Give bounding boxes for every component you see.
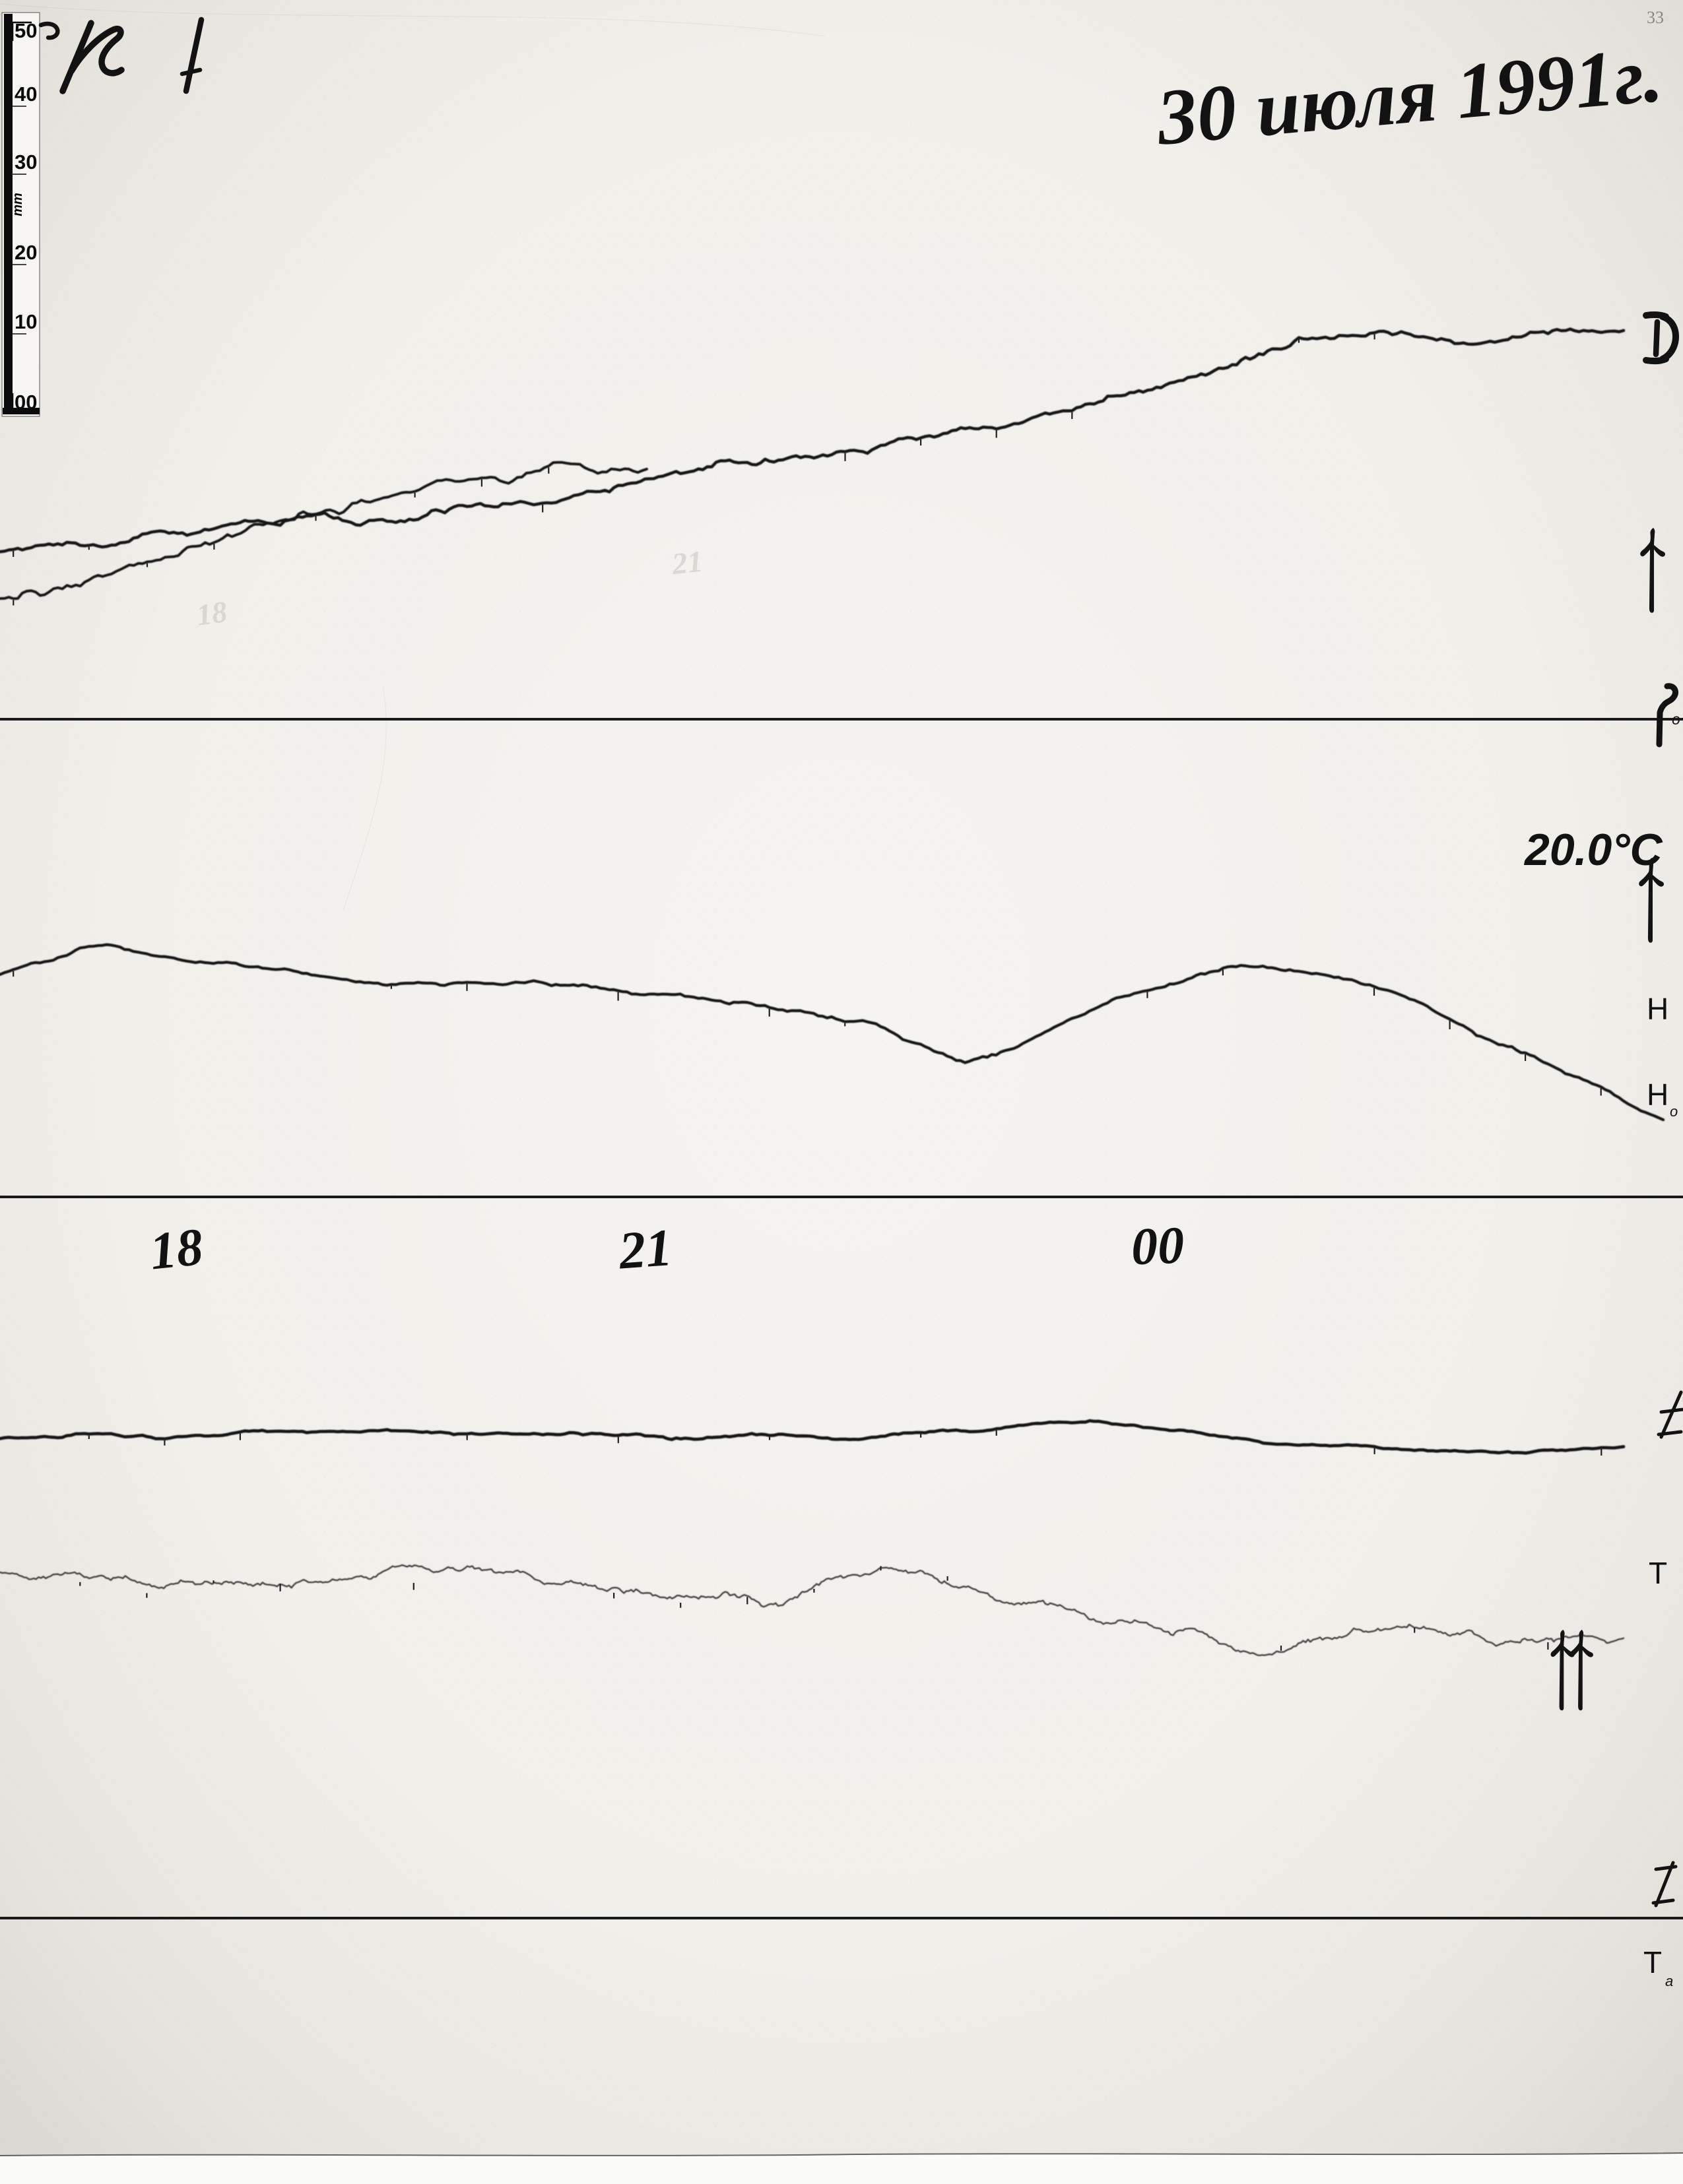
svg-text:T: T	[1643, 1945, 1662, 1979]
svg-text:10: 10	[15, 310, 37, 333]
svg-text:40: 40	[15, 82, 37, 106]
svg-text:H: H	[1647, 1077, 1668, 1112]
svg-text:20: 20	[15, 241, 37, 264]
svg-text:a: a	[1665, 1973, 1673, 1989]
svg-text:mm: mm	[11, 193, 25, 216]
svg-text:o: o	[1670, 1103, 1678, 1120]
svg-text:20.0°C: 20.0°C	[1523, 825, 1663, 875]
svg-text:21: 21	[670, 544, 704, 581]
svg-text:o: o	[1672, 711, 1680, 728]
svg-text:00: 00	[1131, 1216, 1185, 1276]
svg-text:18: 18	[147, 1218, 206, 1281]
svg-text:33: 33	[1647, 8, 1664, 27]
svg-text:00: 00	[15, 391, 37, 414]
svg-text:18: 18	[194, 594, 229, 632]
svg-text:21: 21	[616, 1219, 674, 1280]
svg-text:50: 50	[15, 19, 37, 42]
svg-text:T: T	[1649, 1556, 1667, 1590]
svg-text:30: 30	[15, 150, 37, 174]
svg-text:H: H	[1647, 992, 1668, 1026]
